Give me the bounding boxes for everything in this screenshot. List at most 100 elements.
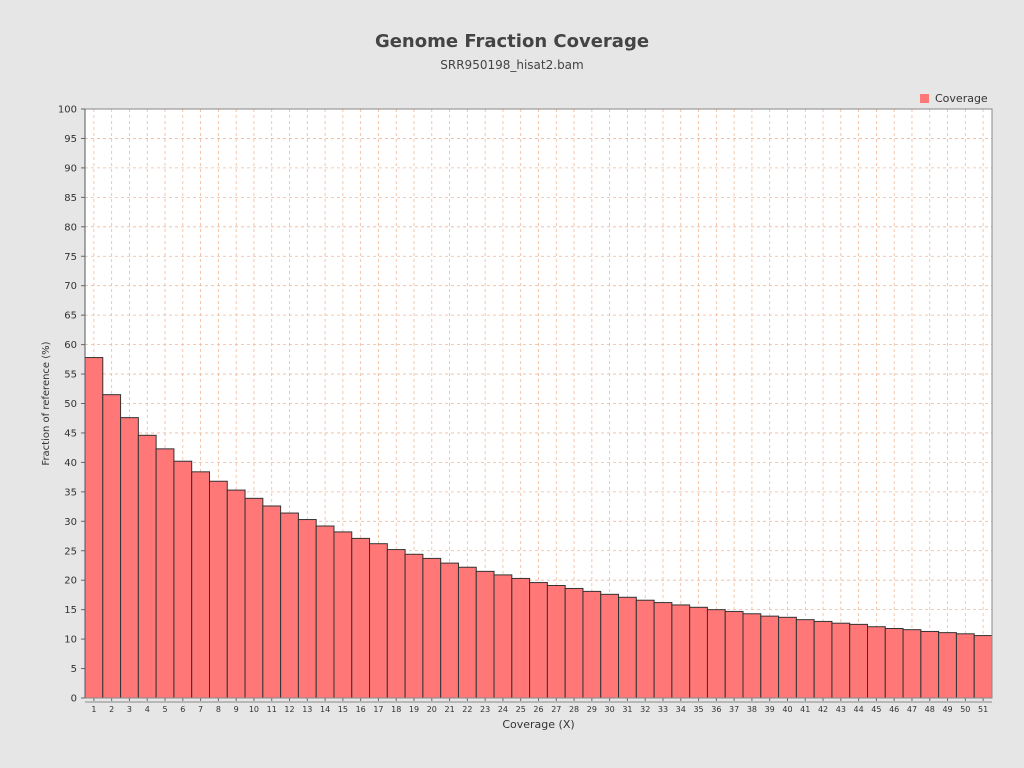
- bar: [529, 582, 548, 699]
- y-axis-label: Fraction of reference (%): [41, 341, 52, 465]
- x-tick-label: 33: [658, 705, 668, 714]
- x-tick-label: 12: [284, 705, 294, 714]
- x-tick-label: 42: [818, 705, 828, 714]
- bar: [404, 553, 424, 699]
- bar: [671, 604, 691, 699]
- y-tick-label: 90: [64, 163, 77, 174]
- bar: [546, 585, 566, 699]
- x-tick-label: 34: [676, 705, 686, 714]
- x-tick-label: 36: [711, 705, 721, 714]
- x-tick-label: 39: [765, 705, 775, 714]
- x-tick-label: 28: [569, 705, 579, 714]
- x-tick-label: 31: [622, 705, 632, 714]
- bar: [938, 632, 957, 699]
- bar: [102, 394, 122, 699]
- bar: [867, 626, 886, 699]
- bar: [724, 610, 744, 699]
- y-tick-label: 30: [64, 517, 77, 528]
- x-tick-label: 4: [145, 705, 150, 714]
- grid-lines: [85, 108, 992, 698]
- y-tick-label: 20: [64, 576, 77, 587]
- bar: [155, 448, 175, 699]
- bar: [369, 543, 388, 699]
- x-tick-label: 22: [462, 705, 472, 714]
- bar: [813, 620, 833, 699]
- bar: [973, 635, 993, 699]
- bar: [422, 557, 442, 699]
- y-tick-label: 95: [64, 134, 77, 145]
- x-tick-label: 44: [854, 705, 864, 714]
- x-tick-label: 41: [800, 705, 810, 714]
- x-tick-label: 21: [444, 705, 454, 714]
- x-tick-label: 38: [747, 705, 757, 714]
- bar: [333, 531, 353, 699]
- bar: [351, 537, 371, 699]
- bar: [564, 587, 584, 699]
- bar: [457, 566, 477, 699]
- legend-label: Coverage: [935, 92, 988, 105]
- bar: [280, 512, 299, 699]
- bar: [742, 613, 762, 699]
- y-tick-label: 70: [64, 281, 77, 292]
- x-tick-label: 26: [533, 705, 543, 714]
- y-tick-label: 45: [64, 428, 77, 439]
- bar: [475, 570, 495, 699]
- y-tick-label: 15: [64, 605, 77, 616]
- chart-title: Genome Fraction Coverage: [374, 31, 650, 52]
- x-tick-label: 2: [109, 705, 114, 714]
- y-tick-label: 35: [64, 487, 77, 498]
- bar: [511, 577, 531, 699]
- bar: [653, 602, 673, 699]
- bar: [191, 471, 210, 699]
- x-tick-label: 45: [871, 705, 881, 714]
- x-tick-label: 13: [302, 705, 312, 714]
- bar: [297, 519, 317, 699]
- x-tick-label: 19: [409, 705, 419, 714]
- bar: [831, 622, 851, 699]
- x-tick-label: 11: [267, 705, 277, 714]
- bar: [955, 633, 975, 699]
- x-tick-label: 8: [216, 705, 221, 714]
- x-axis-label: Coverage (X): [502, 718, 574, 731]
- x-tick-label: 18: [391, 705, 401, 714]
- x-tick-label: 40: [782, 705, 792, 714]
- x-tick-label: 23: [480, 705, 490, 714]
- bar: [137, 434, 157, 699]
- bars: [84, 357, 993, 699]
- y-tick-label: 25: [64, 546, 77, 557]
- x-tick-label: 48: [925, 705, 935, 714]
- x-tick-label: 16: [356, 705, 366, 714]
- y-tick-label: 75: [64, 252, 77, 263]
- x-tick-label: 25: [516, 705, 526, 714]
- x-tick-label: 50: [960, 705, 970, 714]
- bar: [618, 596, 637, 699]
- bar: [262, 505, 282, 699]
- bar: [440, 562, 459, 699]
- x-tick-label: 27: [551, 705, 561, 714]
- x-tick-label: 9: [234, 705, 239, 714]
- bar: [635, 599, 655, 699]
- y-tick-label: 55: [64, 370, 77, 381]
- y-tick-label: 10: [64, 635, 77, 646]
- x-tick-label: 46: [889, 705, 899, 714]
- y-tick-label: 65: [64, 311, 77, 322]
- y-tick-label: 85: [64, 193, 77, 204]
- x-tick-label: 35: [693, 705, 703, 714]
- x-tick-label: 20: [427, 705, 437, 714]
- y-tick-label: 50: [64, 399, 77, 410]
- bar: [902, 629, 922, 699]
- legend-swatch: [920, 94, 929, 103]
- axes: 0510152025303540455055606570758085909510…: [58, 105, 993, 714]
- x-tick-label: 32: [640, 705, 650, 714]
- bar: [173, 460, 193, 699]
- y-tick-label: 40: [64, 458, 77, 469]
- bar: [208, 480, 228, 699]
- x-tick-label: 10: [249, 705, 259, 714]
- x-tick-label: 6: [180, 705, 185, 714]
- x-tick-label: 29: [587, 705, 597, 714]
- bar: [244, 497, 264, 699]
- bar: [884, 627, 904, 699]
- bar: [493, 574, 513, 699]
- bar: [386, 549, 406, 699]
